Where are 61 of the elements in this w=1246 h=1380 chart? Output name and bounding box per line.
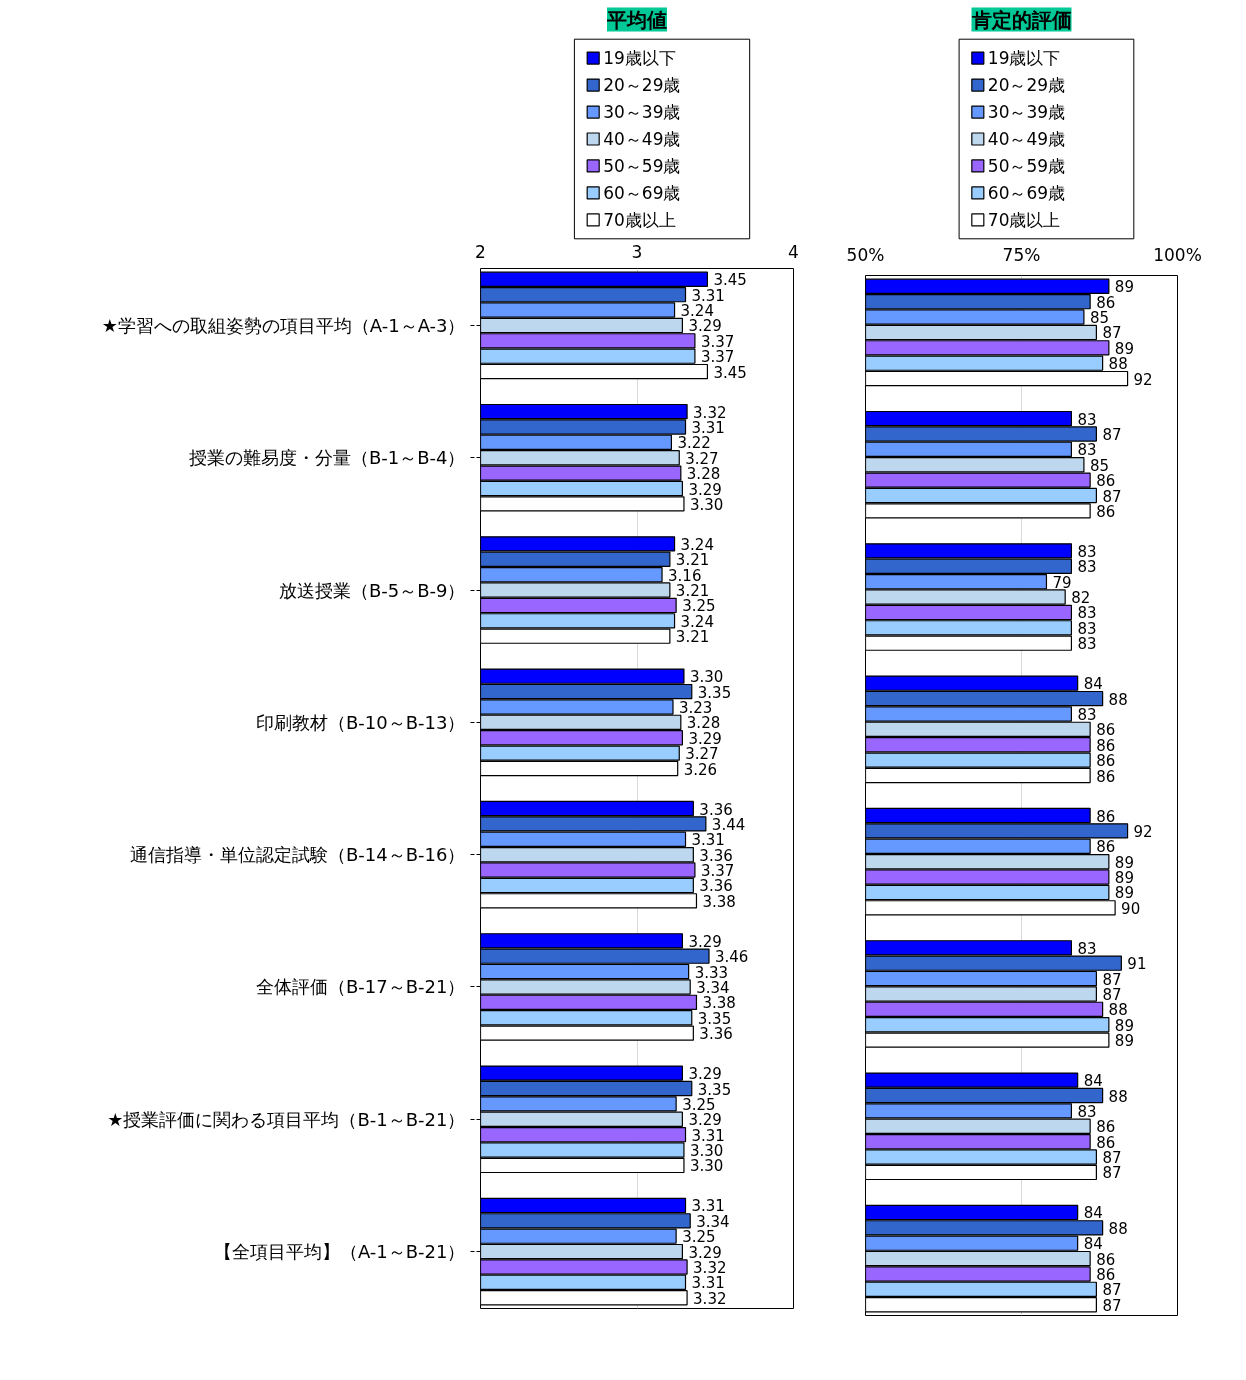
legend-label: 50～59歳 <box>603 155 681 176</box>
legend-label: 19歳以下 <box>987 48 1061 69</box>
x-tick-label: 100% <box>1153 244 1202 265</box>
data-label: 3.24 <box>680 535 714 554</box>
data-label: 3.21 <box>675 628 710 647</box>
data-label: 83 <box>1077 558 1097 577</box>
legend-label: 70歳以上 <box>987 209 1061 230</box>
data-label: 3.29 <box>688 932 722 951</box>
data-label: 84 <box>1083 1204 1103 1223</box>
legend-label: 30～39歳 <box>987 102 1066 123</box>
data-label: 79 <box>1052 573 1072 592</box>
data-label: 83 <box>1077 410 1097 429</box>
data-label: 83 <box>1077 635 1097 654</box>
legend-label: 50～59歳 <box>987 155 1066 176</box>
y-tick-label: ★授業評価に関わる項目平均（B-1～B-21） <box>107 1108 466 1130</box>
data-label: 3.36 <box>699 1025 733 1044</box>
data-label: 86 <box>1096 293 1116 312</box>
x-tick-label: 4 <box>788 241 799 262</box>
y-tick-label: 授業の難易度・分量（B-1～B-4） <box>188 447 466 469</box>
data-label: 86 <box>1096 807 1116 826</box>
y-tick-label: 全体評価（B-17～B-21） <box>256 976 466 998</box>
y-tick-label: 【全項目平均】（A-1～B-21） <box>213 1241 466 1263</box>
y-tick-label: 通信指導・単位認定試験（B-14～B-16） <box>130 844 466 866</box>
legend-label: 20～29歳 <box>603 75 681 96</box>
data-label: 87 <box>1102 425 1122 444</box>
data-label: 86 <box>1096 838 1116 857</box>
data-label: 92 <box>1133 370 1153 389</box>
data-label: 83 <box>1077 1102 1097 1121</box>
data-label: 88 <box>1108 355 1128 374</box>
legend-label: 60～69歳 <box>603 182 681 203</box>
legend-label: 60～69歳 <box>987 182 1066 203</box>
data-label: 89 <box>1114 1032 1134 1051</box>
data-label: 87 <box>1102 1164 1122 1183</box>
data-label: 91 <box>1127 955 1147 974</box>
legend-label: 70歳以上 <box>603 209 676 230</box>
data-label: 84 <box>1083 1072 1103 1091</box>
legend-label: 20～29歳 <box>987 75 1066 96</box>
data-label: 83 <box>1077 705 1097 724</box>
data-label: 89 <box>1114 278 1134 297</box>
x-tick-label: 3 <box>631 241 643 262</box>
x-tick-label: 50% <box>846 244 885 265</box>
data-label: 3.30 <box>689 1157 724 1176</box>
data-label: 84 <box>1083 675 1103 694</box>
legend-label: 40～49歳 <box>603 129 681 149</box>
legend-label: 30～39歳 <box>603 102 681 123</box>
chart-title: 肯定的評価 <box>970 7 1072 32</box>
data-label: 83 <box>1077 939 1097 958</box>
x-tick-label: 2 <box>475 241 486 262</box>
data-label: 88 <box>1108 1087 1128 1106</box>
y-tick-label: ★学習への取組姿勢の項目平均（A-1～A-3） <box>101 314 466 336</box>
data-label: 88 <box>1108 690 1128 709</box>
chart-title: 平均値 <box>606 7 667 32</box>
y-tick-label: 印刷教材（B-10～B-13） <box>256 711 466 733</box>
x-tick-label: 75% <box>1002 244 1041 265</box>
data-label: 88 <box>1108 1219 1128 1238</box>
data-label: 89 <box>1114 853 1134 872</box>
legend-label: 40～49歳 <box>987 129 1066 149</box>
data-label: 92 <box>1133 822 1153 841</box>
data-label: 83 <box>1077 542 1097 561</box>
y-tick-label: 放送授業（B-5～B-9） <box>278 579 466 601</box>
legend-label: 19歳以下 <box>603 48 676 69</box>
